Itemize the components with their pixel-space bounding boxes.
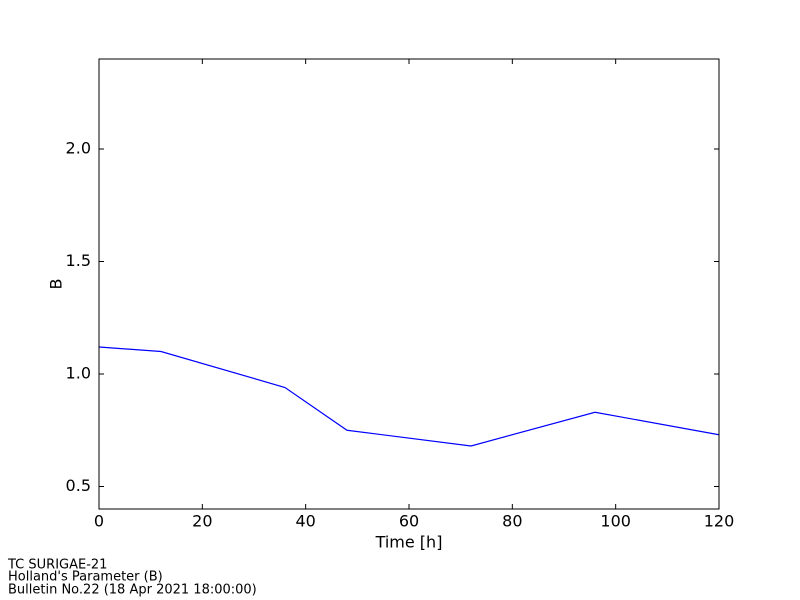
plot-frame — [98, 58, 720, 510]
y-tick-label: 1.0 — [66, 364, 91, 383]
x-tick-label: 80 — [502, 512, 522, 531]
x-tick-label: 120 — [704, 512, 735, 531]
x-axis-label: Time [h] — [375, 533, 443, 552]
y-tick-label: 1.5 — [66, 251, 91, 270]
x-tick-label: 100 — [600, 512, 631, 531]
footer-line: TC SURIGAE-21 — [7, 558, 107, 573]
y-axis-label: B — [47, 279, 66, 290]
footer-line: Bulletin No.22 (18 Apr 2021 18:00:00) — [8, 583, 257, 598]
x-tick-label: 60 — [399, 512, 419, 531]
footer-line: Holland's Parameter (B) — [8, 570, 163, 585]
x-tick-label: 20 — [192, 512, 212, 531]
x-tick-label: 0 — [94, 512, 104, 531]
x-tick-label: 40 — [295, 512, 315, 531]
data-line — [98, 346, 720, 447]
y-tick-label: 0.5 — [66, 476, 91, 495]
y-tick-label: 2.0 — [66, 139, 91, 158]
